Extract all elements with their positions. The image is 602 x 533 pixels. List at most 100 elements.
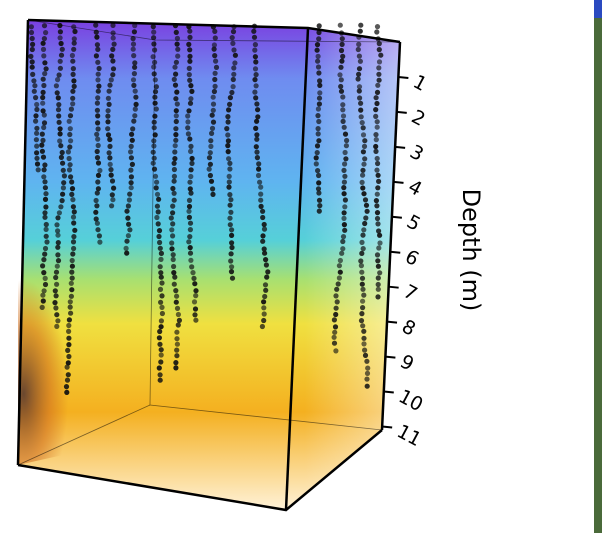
sample-dot <box>130 162 135 167</box>
sample-dot <box>55 215 60 220</box>
sample-dot <box>158 264 163 269</box>
sample-dot <box>188 191 193 196</box>
sample-dot <box>130 126 135 131</box>
sample-dot <box>125 216 130 221</box>
sample-dot <box>41 77 46 82</box>
sample-dot <box>172 77 177 82</box>
sample-dot <box>374 168 379 173</box>
sample-dot <box>229 240 234 245</box>
sample-dot <box>42 112 47 117</box>
sample-dot <box>129 155 134 160</box>
sample-dot <box>171 252 176 257</box>
sample-dot <box>40 293 45 298</box>
sample-dot <box>107 155 112 160</box>
sample-dot <box>40 149 45 154</box>
sample-dot <box>263 282 268 287</box>
sample-dot <box>71 234 76 239</box>
sample-dot <box>376 282 381 287</box>
sample-dot <box>226 138 231 143</box>
sample-dot <box>127 197 132 202</box>
sample-dot <box>105 126 110 131</box>
sample-dot <box>44 66 49 71</box>
sample-dot <box>169 227 174 232</box>
sample-dot <box>69 107 74 112</box>
sample-dot <box>41 90 46 95</box>
sample-dot <box>107 150 112 155</box>
sample-dot <box>185 119 190 124</box>
sample-dot <box>33 113 38 118</box>
sample-dot <box>175 47 180 52</box>
sample-dot <box>360 305 365 310</box>
sample-dot <box>128 149 133 154</box>
sample-dot <box>131 77 136 82</box>
sample-dot <box>72 228 77 233</box>
sample-dot <box>378 53 383 58</box>
sample-dot <box>342 210 347 215</box>
sample-dot <box>126 233 131 238</box>
sample-dot <box>338 84 343 89</box>
sample-dot <box>173 126 178 131</box>
tick-label: 4 <box>405 176 426 201</box>
sample-dot <box>343 156 348 161</box>
sample-dot <box>174 294 179 299</box>
sample-dot <box>68 305 73 310</box>
tick-label: 2 <box>408 106 429 131</box>
sample-dot <box>256 167 261 172</box>
sample-dot <box>58 131 63 136</box>
sample-dot <box>317 96 322 101</box>
sample-dot <box>317 101 322 106</box>
sample-dot <box>363 215 368 220</box>
sample-dot <box>58 126 63 131</box>
sample-dot <box>41 298 46 303</box>
sample-dot <box>254 144 259 149</box>
sample-dot <box>192 281 197 286</box>
sample-dot <box>175 101 180 106</box>
sample-dot <box>34 137 39 142</box>
sample-dot <box>193 288 198 293</box>
sample-dot <box>314 155 319 160</box>
sample-dot <box>41 47 46 52</box>
sample-dot <box>54 282 59 287</box>
sample-dot <box>66 342 71 347</box>
sample-dot <box>59 41 64 46</box>
sample-dot <box>185 113 190 118</box>
sample-dot <box>333 324 338 329</box>
sample-dot <box>127 192 132 197</box>
sample-dot <box>172 198 177 203</box>
sample-dot <box>111 186 116 191</box>
sample-dot <box>233 53 238 58</box>
sample-dot <box>375 294 380 299</box>
sample-dot <box>207 155 212 160</box>
sample-dot <box>133 89 138 94</box>
sample-dot <box>316 54 321 59</box>
sample-dot <box>157 365 162 370</box>
sample-dot <box>375 221 380 226</box>
sample-dot <box>229 251 234 256</box>
tick-mark <box>385 357 395 358</box>
sample-dot <box>71 215 76 220</box>
sample-dot <box>52 300 57 305</box>
sample-dot <box>377 78 382 83</box>
sample-dot <box>29 24 34 29</box>
sample-dot <box>186 209 191 214</box>
sample-dot <box>208 144 213 149</box>
sample-dot <box>65 378 70 383</box>
sample-dot <box>189 89 194 94</box>
sample-dot <box>356 72 361 77</box>
sample-dot <box>109 173 114 178</box>
sample-dot <box>158 359 163 364</box>
sample-dot <box>375 90 380 95</box>
sample-dot <box>361 293 366 298</box>
sample-dot <box>187 47 192 52</box>
sample-dot <box>72 209 77 214</box>
sample-dot <box>31 78 36 83</box>
sample-dot <box>60 198 65 203</box>
sample-dot <box>170 233 175 238</box>
sample-dot <box>332 335 337 340</box>
sample-dot <box>55 77 60 82</box>
sample-dot <box>28 54 33 59</box>
sample-dot <box>132 65 137 70</box>
sample-dot <box>231 65 236 70</box>
sample-dot <box>154 185 159 190</box>
sample-dot <box>212 47 217 52</box>
